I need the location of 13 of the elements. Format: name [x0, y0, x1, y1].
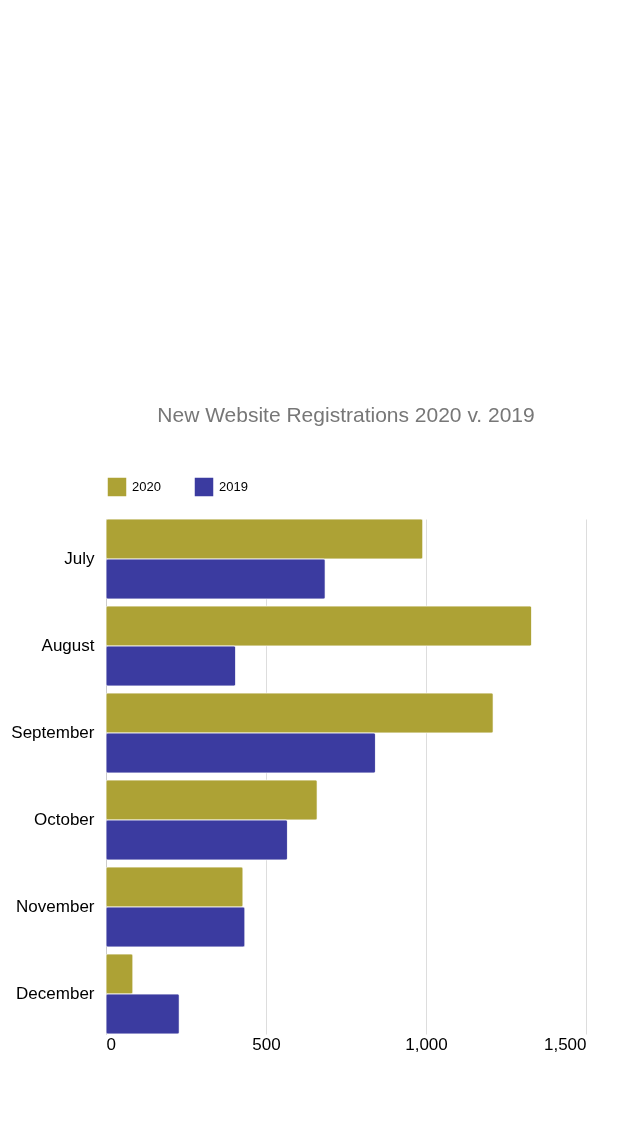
- legend-label: 2019: [219, 479, 248, 494]
- x-tick-label: 500: [252, 1034, 281, 1054]
- y-tick-label: November: [16, 896, 95, 916]
- y-tick-label: September: [11, 723, 95, 742]
- y-tick-label: October: [34, 810, 95, 829]
- y-tick-label: December: [16, 983, 95, 1003]
- legend-label: 2020: [132, 479, 161, 494]
- y-tick-label: August: [41, 636, 95, 656]
- y-tick-label: July: [64, 549, 95, 569]
- x-tick-label: 0: [106, 1034, 116, 1054]
- x-tick-label: 1,500: [543, 1034, 587, 1054]
- x-tick-label: 1,000: [405, 1034, 448, 1054]
- chart-title: New Website Registrations 2020 v. 2019: [157, 403, 535, 426]
